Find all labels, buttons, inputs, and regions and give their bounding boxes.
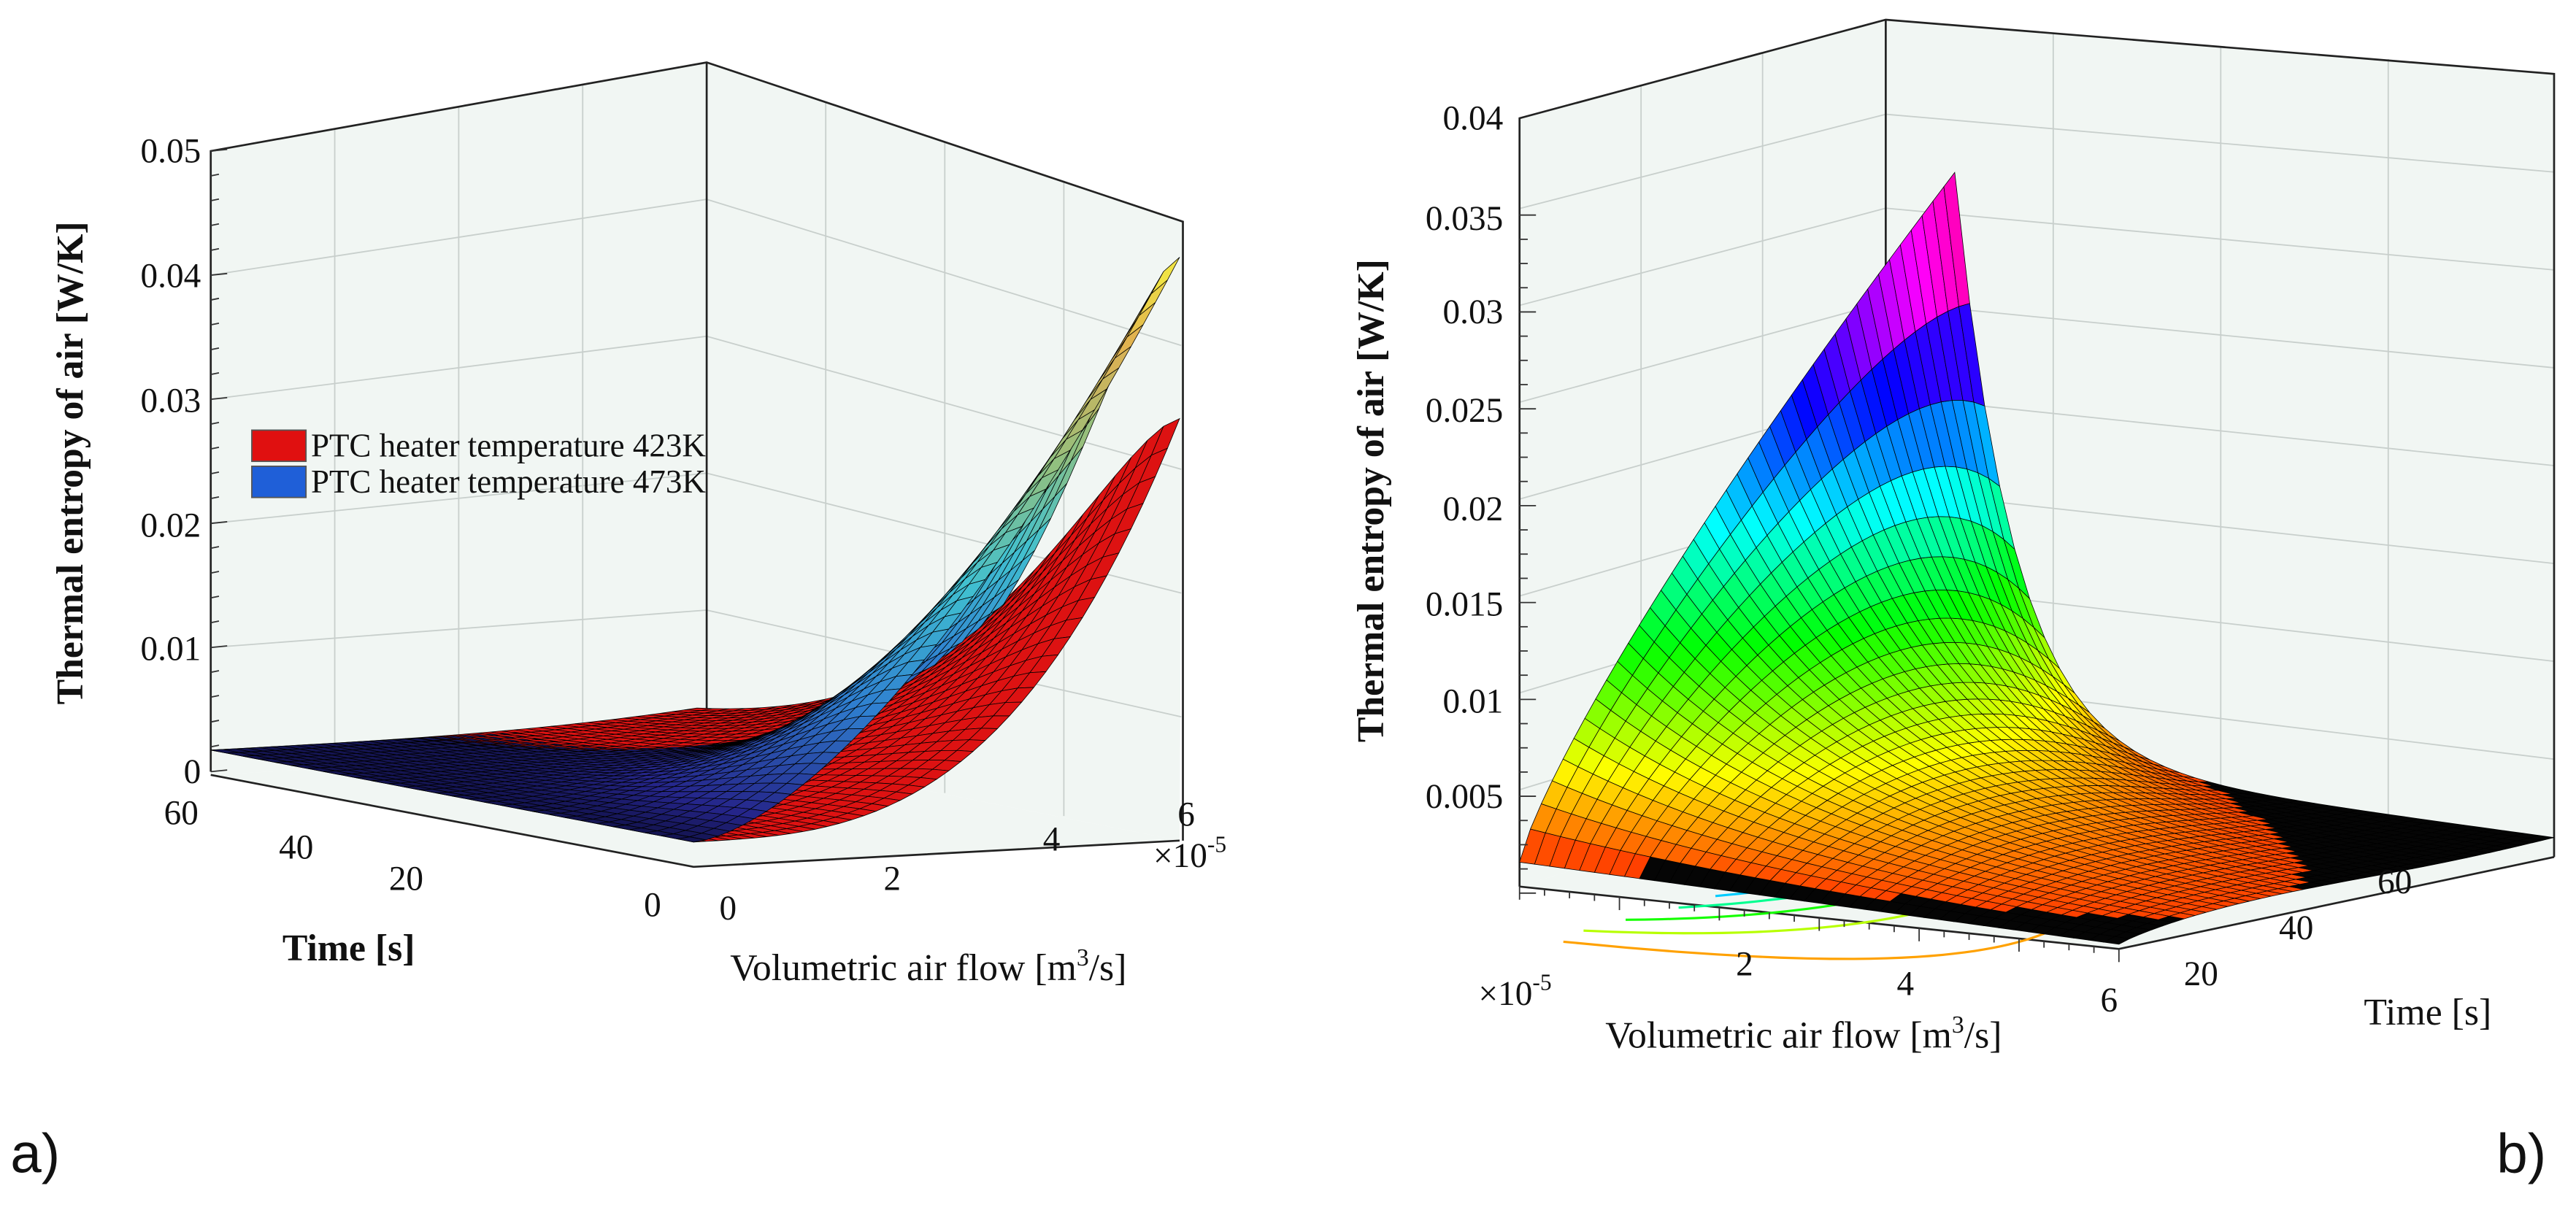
tick-mark (210, 247, 220, 251)
tick-mark (210, 322, 220, 325)
gridline (1519, 207, 1886, 307)
flow-tick: 4 (1897, 965, 1915, 1003)
legend-item-423k: PTC heater temperature 423K (251, 427, 706, 463)
tick-mark (210, 695, 220, 698)
tick-mark (210, 471, 220, 475)
axes-box-a (209, 61, 1184, 868)
chart-a: 0 0.01 0.02 0.03 0.04 0.05 0 20 40 60 0 … (50, 61, 1226, 989)
tick-mark (210, 223, 220, 226)
z-tick: 0.035 (1426, 200, 1503, 238)
tick-mark (210, 744, 220, 748)
time-tick: 40 (2279, 909, 2313, 947)
z-tick: 0.01 (141, 630, 201, 668)
legend-swatch-473k (251, 466, 307, 498)
z-axis-label-b: Thermal entropy of air [W/K] (1350, 259, 1392, 742)
z-tick: 0 (184, 753, 201, 791)
tick-mark (210, 645, 228, 649)
z-tick: 0.02 (141, 507, 201, 545)
flow-tick: 6 (1177, 796, 1195, 834)
flow-tick: 4 (1043, 820, 1061, 858)
tick-mark (210, 173, 220, 177)
z-tick: 0.04 (141, 258, 201, 296)
tick-mark (210, 198, 220, 201)
panel-label-a: a) (10, 1122, 60, 1184)
tick-mark (210, 447, 220, 450)
legend-label-473k: PTC heater temperature 473K (311, 463, 706, 500)
tick-mark (210, 297, 220, 301)
time-tick: 40 (279, 829, 313, 867)
time-tick: 20 (2184, 955, 2218, 993)
z-tick: 0.01 (1443, 682, 1504, 720)
surfaces-a (210, 257, 1180, 843)
legend-label-423k: PTC heater temperature 423K (311, 427, 706, 463)
tick-mark (210, 496, 220, 500)
surface-face (677, 836, 706, 843)
tick-mark (210, 422, 220, 425)
z-tick-labels-a: 0 0.01 0.02 0.03 0.04 0.05 (141, 133, 201, 791)
gridline (1519, 113, 1886, 209)
flow-tick: 0 (720, 890, 737, 928)
gridline (1885, 301, 2555, 369)
tick-mark (210, 571, 220, 574)
time-axis-label-b: Time [s] (2364, 992, 2491, 1033)
gridline (706, 199, 1182, 347)
time-tick: 60 (164, 794, 199, 832)
chart-b: 0.005 0.01 0.015 0.02 0.025 0.03 0.035 0… (1350, 18, 2556, 1056)
z-tick-labels-b: 0.005 0.01 0.015 0.02 0.025 0.03 0.035 0… (1426, 100, 1503, 816)
tick-mark (210, 371, 220, 375)
legend-a: PTC heater temperature 423K PTC heater t… (251, 427, 706, 500)
time-tick: 60 (2377, 863, 2412, 901)
x-multiplier-b: ×10-5 (1478, 970, 1551, 1013)
z-tick: 0.005 (1426, 778, 1503, 816)
flow-tick: 6 (2101, 982, 2118, 1020)
flow-tick: 2 (884, 860, 901, 898)
tick-mark (210, 272, 228, 276)
z-tick: 0.015 (1426, 586, 1503, 624)
z-axis-label-a: Thermal entropy of air [W/K] (50, 221, 91, 704)
flow-tick: 2 (1736, 945, 1753, 983)
tick-mark (210, 596, 220, 599)
z-tick: 0.05 (141, 133, 201, 171)
x-multiplier-a: ×10-5 (1153, 832, 1226, 875)
z-tick: 0.03 (141, 382, 201, 420)
z-tick: 0.04 (1443, 100, 1504, 138)
z-tick: 0.025 (1426, 392, 1503, 430)
time-tick-labels-a: 0 20 40 60 (164, 794, 661, 924)
gridline (706, 335, 1182, 470)
flow-axis-label-a: Volumetric air flow [m3/s] (730, 944, 1126, 989)
tick-mark (210, 347, 220, 350)
tick-mark (210, 769, 228, 773)
gridline (1519, 301, 1886, 404)
tick-mark (210, 620, 220, 624)
flow-tick-labels-a: 0 2 4 6 (720, 796, 1195, 928)
surface-b (1519, 172, 2555, 945)
tick-mark (210, 546, 220, 550)
flow-axis-label-b: Volumetric air flow [m3/s] (1605, 1011, 2002, 1056)
legend-swatch-423k (251, 429, 307, 463)
tick-mark (210, 148, 228, 152)
time-tick: 0 (644, 886, 661, 924)
tick-mark (210, 670, 220, 674)
tick-mark (210, 720, 220, 723)
panel-label-b: b) (2496, 1122, 2546, 1184)
time-axis-label-a: Time [s] (282, 928, 415, 969)
time-tick: 20 (389, 860, 423, 898)
tick-mark (210, 521, 228, 525)
gridline (1885, 395, 2555, 466)
gridline (1885, 113, 2555, 173)
z-tick: 0.02 (1443, 490, 1504, 528)
tick-mark (210, 396, 228, 401)
gridline (1885, 207, 2555, 271)
tick-marks-a (210, 148, 228, 773)
gridlines-a (210, 84, 1182, 817)
legend-item-473k: PTC heater temperature 473K (251, 463, 706, 500)
z-tick: 0.03 (1443, 293, 1504, 331)
